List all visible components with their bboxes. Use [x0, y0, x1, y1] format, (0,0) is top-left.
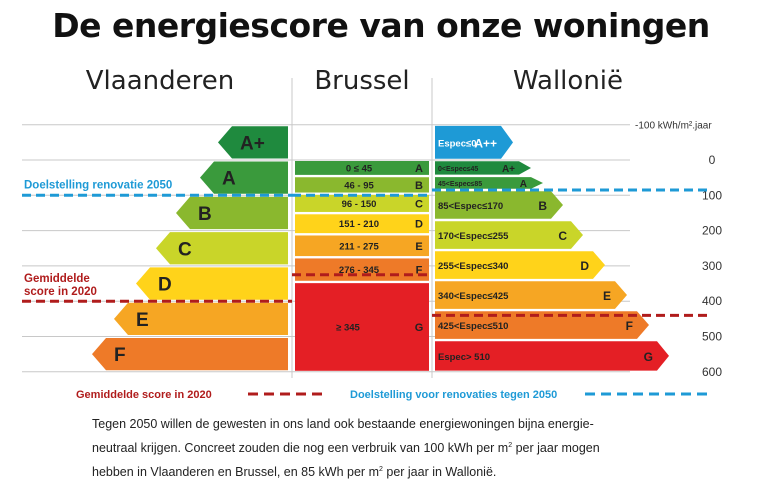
axis-tick-label: 200 — [702, 224, 722, 238]
axis-tick-label: 100 — [702, 188, 722, 202]
br-bar-C — [295, 194, 429, 212]
br-bar-label: D — [415, 219, 423, 231]
wa-bar-F — [435, 311, 649, 339]
region-brussel: Brussel — [314, 66, 410, 96]
br-bar-label: C — [415, 198, 423, 210]
wa-bar-range: Espec≤0 — [438, 138, 477, 149]
br-bar-D — [295, 214, 429, 234]
wa-bar-range: Espec> 510 — [438, 352, 490, 363]
br-bar-range: 0 ≤ 45 — [346, 163, 373, 174]
legend-target-label: Doelstelling voor renovaties tegen 2050 — [350, 389, 557, 401]
br-bar-label: A — [415, 163, 423, 175]
br-bar-range: ≥ 345 — [336, 322, 360, 333]
axis-tick-label: 0 — [709, 153, 716, 167]
vl-bar-label: A — [222, 169, 236, 190]
wa-bar-range: 255<Espec≤340 — [438, 261, 508, 272]
caption: Tegen 2050 willen de gewesten in ons lan… — [92, 414, 712, 483]
wa-bar-C — [435, 221, 583, 249]
wa-bar-G — [435, 341, 669, 371]
wa-bar-label: A++ — [474, 136, 497, 150]
axis-tick-label: 300 — [702, 259, 722, 273]
br-bar-range: 276 - 345 — [339, 265, 380, 276]
wa-bar-range: 425<Espec≤510 — [438, 321, 508, 332]
wa-bar-A — [435, 177, 543, 189]
region-vlaanderen: Vlaanderen — [85, 66, 235, 96]
wa-bar-E — [435, 281, 627, 309]
axis-tick-label: 400 — [702, 294, 722, 308]
vl-bar-label: A+ — [240, 133, 265, 154]
br-bar-G — [295, 283, 429, 371]
br-bar-range: 96 - 150 — [342, 199, 377, 210]
wa-bar-label: B — [538, 199, 547, 213]
vl-bar-A — [200, 161, 288, 194]
caption-line-1: Tegen 2050 willen de gewesten in ons lan… — [92, 417, 594, 431]
caption-line-3: hebben in Vlaanderen en Brussel, en 85 k… — [92, 465, 497, 480]
wa-bar-range: 170<Espec≤255 — [438, 231, 509, 242]
br-bar-A — [295, 161, 429, 175]
br-bar-label: G — [415, 322, 424, 334]
br-bar-B — [295, 177, 429, 193]
wa-bar-range: 45<Espec≤85 — [438, 181, 482, 188]
target-annotation: Doelstelling renovatie 2050 — [24, 179, 172, 191]
legend-average-label: Gemiddelde score in 2020 — [76, 389, 212, 401]
br-bar-range: 46 - 95 — [344, 180, 374, 191]
average-annotation-line-1: Gemiddelde — [24, 273, 90, 285]
wa-bar-range: 85<Espec≤170 — [438, 201, 503, 212]
wa-bar-range: 340<Espec≤425 — [438, 291, 509, 302]
wa-bar-label: A — [520, 179, 527, 190]
vl-bar-Aplus — [218, 126, 288, 159]
wa-bar-range: 0<Espec≤45 — [438, 166, 478, 173]
vl-bar-label: C — [178, 239, 192, 260]
wa-bar-label: F — [626, 319, 633, 333]
br-bar-E — [295, 235, 429, 257]
vl-bar-F — [92, 338, 288, 371]
br-bar-label: F — [416, 265, 423, 277]
br-bar-label: E — [415, 241, 422, 253]
axis-tick-label: 600 — [702, 365, 722, 379]
wa-bar-label: G — [644, 350, 653, 364]
page-title: De energiescore van onze woningen — [52, 6, 710, 45]
wa-bar-Aplusplus — [435, 125, 513, 159]
br-bar-label: B — [415, 180, 423, 192]
axis-tick-label: 500 — [702, 330, 722, 344]
region-wallonie: Wallonië — [512, 66, 624, 96]
br-bar-range: 151 - 210 — [339, 219, 379, 230]
vl-bar-C — [156, 232, 288, 265]
wa-bar-Aplus — [435, 161, 531, 175]
wa-bar-label: E — [603, 289, 611, 303]
vl-bar-B — [176, 196, 288, 230]
br-bar-range: 211 - 275 — [339, 241, 379, 252]
vl-bar-D — [136, 267, 288, 300]
vl-bar-label: F — [114, 345, 126, 366]
average-annotation-line-2: score in 2020 — [24, 286, 97, 298]
wa-bar-label: D — [580, 259, 589, 273]
wa-bar-D — [435, 251, 605, 279]
wa-bar-label: A+ — [502, 164, 515, 175]
caption-line-2: neutraal krijgen. Concreet zouden die no… — [92, 441, 600, 456]
vl-bar-label: B — [198, 204, 212, 225]
wa-bar-B — [435, 191, 563, 219]
axis-tick-label: -100 kWh/m².jaar — [635, 121, 712, 132]
vl-bar-label: E — [136, 310, 149, 331]
vl-bar-E — [114, 302, 288, 335]
vl-bar-label: D — [158, 275, 172, 296]
wa-bar-label: C — [558, 229, 567, 243]
